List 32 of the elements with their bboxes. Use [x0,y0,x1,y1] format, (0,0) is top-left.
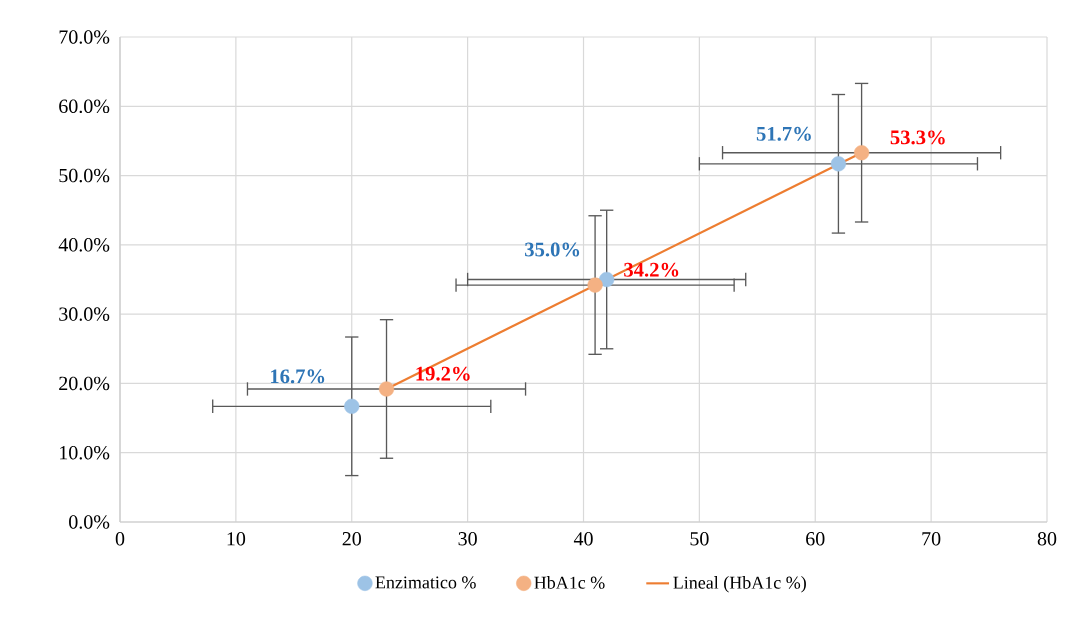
data-label: 16.7% [270,369,325,384]
y-tick-label: 60.0% [59,99,110,114]
data-label: 35.0% [525,242,580,257]
x-tick-label: 10 [227,532,246,546]
point [853,145,870,161]
x-tick-label: 40 [573,532,593,546]
y-tick-label: 70.0% [59,30,110,44]
y-tick-label: 40.0% [58,238,110,252]
x-tick-label: 80 [1037,532,1057,546]
x-tick-label: 60 [806,532,825,546]
x-tick-label: 0 [115,532,125,546]
x-tick-label: 20 [342,532,361,546]
x-tick-label: 50 [690,532,709,546]
point [587,277,603,293]
data-label: 19.2% [416,366,470,381]
data-label: 34.2% [624,262,679,277]
data-label: 51.7% [756,126,811,141]
y-tick-label: 20.0% [59,376,110,391]
data-label: 53.3% [890,130,945,145]
legend-label: Enzimatico % [375,576,476,589]
legend-label: HbA1c % [534,576,605,589]
y-tick-label: 10.0% [60,445,110,460]
legend-label: Lineal (HbA1c %) [673,576,806,593]
point [830,156,847,172]
point [344,398,360,414]
point [599,271,615,288]
y-tick-label: 50.0% [59,168,110,183]
y-tick-label: 0.0% [69,515,110,529]
x-tick-label: 70 [922,532,941,546]
point [378,381,395,397]
y-tick-label: 30.0% [59,307,110,321]
x-tick-label: 30 [458,532,477,546]
